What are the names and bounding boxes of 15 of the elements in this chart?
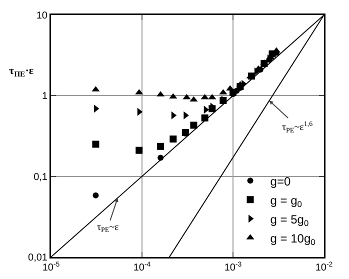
legend-label: g = g$_{0}$ bbox=[270, 193, 302, 209]
y-tick-label: 1 bbox=[42, 91, 48, 102]
annotation: τ$_{PE}$~ε bbox=[97, 222, 119, 234]
y-tick-label: 0,01 bbox=[28, 252, 48, 264]
annotation: τ$_{PE}$~ε$^{1,6}$ bbox=[282, 120, 314, 134]
x-tick-label: 10$^{-2}$ bbox=[315, 261, 333, 274]
x-tick-label: 10$^{-5}$ bbox=[42, 261, 60, 274]
y-axis-title: τ$_{ПЕ}$·ε bbox=[9, 65, 34, 78]
x-tick-label: 10$^{-4}$ bbox=[133, 261, 151, 274]
y-tick-label: 10 bbox=[36, 10, 48, 22]
legend-label: g = 10g$_{0}$ bbox=[270, 231, 316, 247]
y-tick-label: 0,1 bbox=[34, 172, 48, 183]
x-tick-label: 10$^{-3}$ bbox=[224, 261, 242, 274]
legend-label: g = 5g$_{0}$ bbox=[270, 212, 309, 228]
legend-label: g=0 bbox=[270, 174, 291, 188]
